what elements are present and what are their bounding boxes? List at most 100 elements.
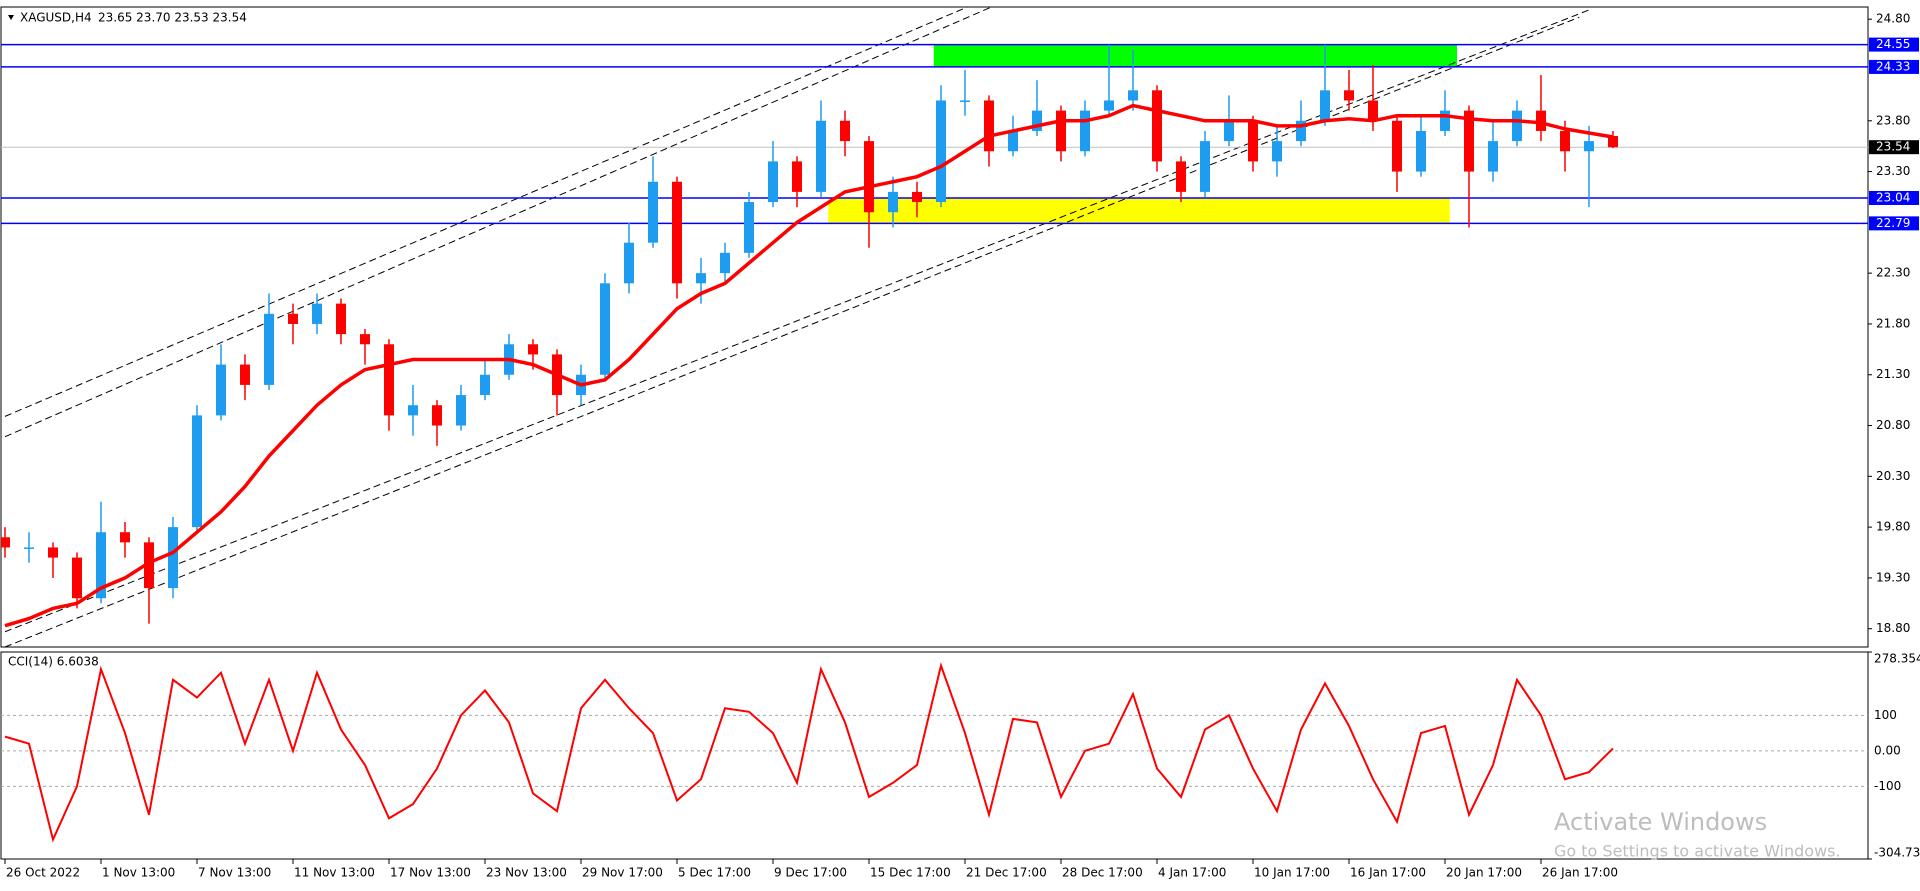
y-tick-label: 24.80 (1876, 12, 1910, 26)
y-tick-label: 21.30 (1876, 367, 1910, 381)
candle-body (864, 141, 874, 213)
candle-body (1104, 100, 1114, 111)
candle-body (360, 334, 370, 345)
candle-body (24, 547, 34, 549)
candle-body (528, 344, 538, 355)
y-tick-label: 19.30 (1876, 570, 1910, 584)
candle-body (1320, 90, 1330, 121)
y-tick-label: 0.00 (1874, 743, 1901, 757)
y-tick-label: 23.80 (1876, 113, 1910, 127)
candle-body (912, 191, 922, 203)
candle-body (240, 364, 250, 385)
x-tick-label: 4 Jan 17:00 (1158, 866, 1226, 880)
zone (828, 197, 1450, 224)
level-tag (1869, 59, 1919, 74)
x-tick-label: 23 Nov 13:00 (486, 866, 567, 880)
x-tick-label: 26 Oct 2022 (6, 866, 80, 880)
candle-body (1224, 120, 1234, 142)
candle-body (1344, 90, 1354, 101)
y-tick-label: 18.80 (1876, 621, 1910, 635)
candle-body (72, 557, 82, 599)
x-tick-label: 10 Jan 17:00 (1254, 866, 1330, 880)
symbol-title: XAGUSD,H4 (20, 11, 92, 25)
x-tick-label: 11 Nov 13:00 (294, 866, 375, 880)
x-tick-label: 17 Nov 13:00 (390, 866, 471, 880)
level-tag (1869, 190, 1919, 205)
candle-body (1368, 100, 1378, 121)
watermark: Activate Windows (1554, 808, 1767, 836)
y-tick-label: 23.30 (1876, 164, 1910, 178)
candle-body (624, 242, 634, 284)
candle-body (1056, 110, 1066, 152)
candle-body (1152, 90, 1162, 162)
moving-average (4, 103, 1614, 628)
candle-body (792, 161, 802, 192)
level-label: 23.04 (1876, 190, 1910, 204)
zone (933, 44, 1457, 67)
candle-body (120, 532, 130, 543)
candle-body (1488, 141, 1498, 172)
y-tick-label: 19.80 (1876, 520, 1910, 534)
candle-body (1392, 120, 1402, 172)
y-tick-label: 100 (1874, 708, 1897, 722)
x-tick-label: 26 Jan 17:00 (1542, 866, 1618, 880)
candle-body (456, 395, 466, 426)
indicator-pane (0, 651, 1869, 860)
y-tick-label: 21.80 (1876, 316, 1910, 330)
candle-body (1080, 110, 1090, 152)
level-tag (1869, 37, 1919, 52)
channel-line (4, 7, 968, 417)
candle-body (816, 120, 826, 192)
candle-body (984, 100, 994, 152)
y-tick-label: -100 (1874, 779, 1901, 793)
candle-body (1416, 130, 1426, 172)
candle-body (696, 273, 706, 284)
candle-body (1032, 110, 1042, 131)
candle-body (936, 100, 946, 203)
candle-body (888, 191, 898, 213)
x-tick-label: 29 Nov 17:00 (582, 866, 663, 880)
candle-body (1536, 110, 1546, 131)
candle-body (1608, 136, 1618, 148)
indicator-title: CCI(14) 6.6038 (8, 655, 99, 669)
candle-body (408, 405, 418, 416)
candle-body (1176, 161, 1186, 192)
candle-body (1128, 90, 1138, 101)
candle-body (1296, 120, 1306, 142)
candle-body (264, 313, 274, 385)
candle-body (1512, 110, 1522, 142)
candle-body (144, 542, 154, 589)
x-tick-label: 7 Nov 13:00 (198, 866, 271, 880)
ohlc-values: 23.65 23.70 23.53 23.54 (98, 11, 247, 25)
x-tick-label: 5 Dec 17:00 (678, 866, 751, 880)
last-price-tag (1869, 140, 1919, 155)
candle-body (48, 547, 58, 558)
candle-body (168, 527, 178, 589)
x-tick-label: 20 Jan 17:00 (1446, 866, 1522, 880)
candle-body (744, 202, 754, 253)
candle-body (384, 344, 394, 416)
y-tick-label: -304.736 (1874, 846, 1920, 860)
candle-body (1008, 130, 1018, 152)
candle-body (960, 100, 970, 102)
candle-body (672, 181, 682, 284)
candle-body (336, 303, 346, 335)
candle-body (312, 303, 322, 324)
candle-body (600, 283, 610, 375)
candle-body (96, 532, 106, 599)
candle-body (288, 313, 298, 324)
candle-body (480, 374, 490, 396)
candle-body (192, 415, 202, 528)
x-tick-label: 28 Dec 17:00 (1062, 866, 1143, 880)
candle-body (1464, 110, 1474, 172)
menu-arrow (8, 15, 14, 20)
x-tick-label: 16 Jan 17:00 (1350, 866, 1426, 880)
level-label: 24.33 (1876, 59, 1910, 73)
candle-body (768, 161, 778, 203)
x-tick-label: 1 Nov 13:00 (102, 866, 175, 880)
x-tick-label: 15 Dec 17:00 (870, 866, 951, 880)
price-pane (0, 6, 1869, 648)
candle-body (840, 120, 850, 142)
